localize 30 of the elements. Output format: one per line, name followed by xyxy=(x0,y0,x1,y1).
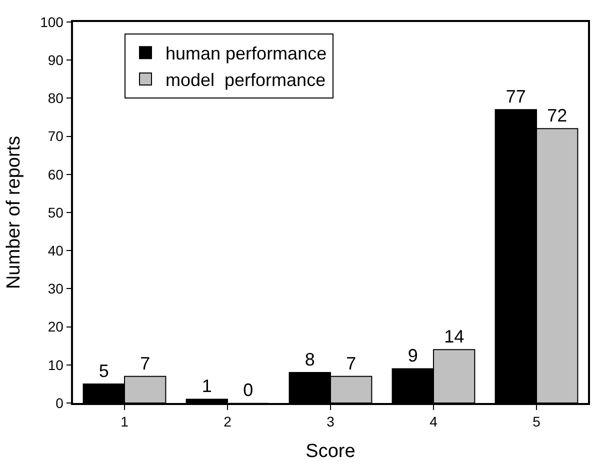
data-label: 77 xyxy=(506,86,526,107)
x-tick-label: 2 xyxy=(224,414,232,430)
data-label: 9 xyxy=(408,346,418,366)
y-tick-label: 90 xyxy=(48,52,64,68)
y-tick-label: 80 xyxy=(48,90,64,106)
data-label: 0 xyxy=(243,380,254,400)
y-tick-label: 40 xyxy=(48,242,64,258)
y-tick-label: 10 xyxy=(48,356,64,373)
data-label: 7 xyxy=(140,353,150,374)
y-tick-label: 0 xyxy=(56,394,64,411)
x-axis-title: Score xyxy=(306,440,356,462)
x-tick-label: 1 xyxy=(120,414,129,430)
x-tick-label: 4 xyxy=(430,414,438,430)
y-axis-title: Number of reports xyxy=(3,136,24,290)
data-label: 7 xyxy=(346,353,356,374)
legend-label: model performance xyxy=(166,70,326,90)
y-tick-label: 100 xyxy=(40,14,64,30)
y-tick-label: 70 xyxy=(48,128,64,144)
y-tick-label: 50 xyxy=(48,204,64,220)
data-label: 1 xyxy=(202,376,212,396)
data-label: 5 xyxy=(98,360,109,381)
x-tick-label: 5 xyxy=(532,414,541,430)
y-tick-label: 60 xyxy=(48,166,64,182)
y-tick-label: 20 xyxy=(48,318,64,335)
x-tick-label: 3 xyxy=(326,414,335,430)
y-tick-label: 30 xyxy=(48,280,64,297)
data-label: 14 xyxy=(444,326,464,347)
data-label: 72 xyxy=(547,106,568,126)
legend-label: human performance xyxy=(166,44,327,64)
data-label: 8 xyxy=(304,350,315,370)
